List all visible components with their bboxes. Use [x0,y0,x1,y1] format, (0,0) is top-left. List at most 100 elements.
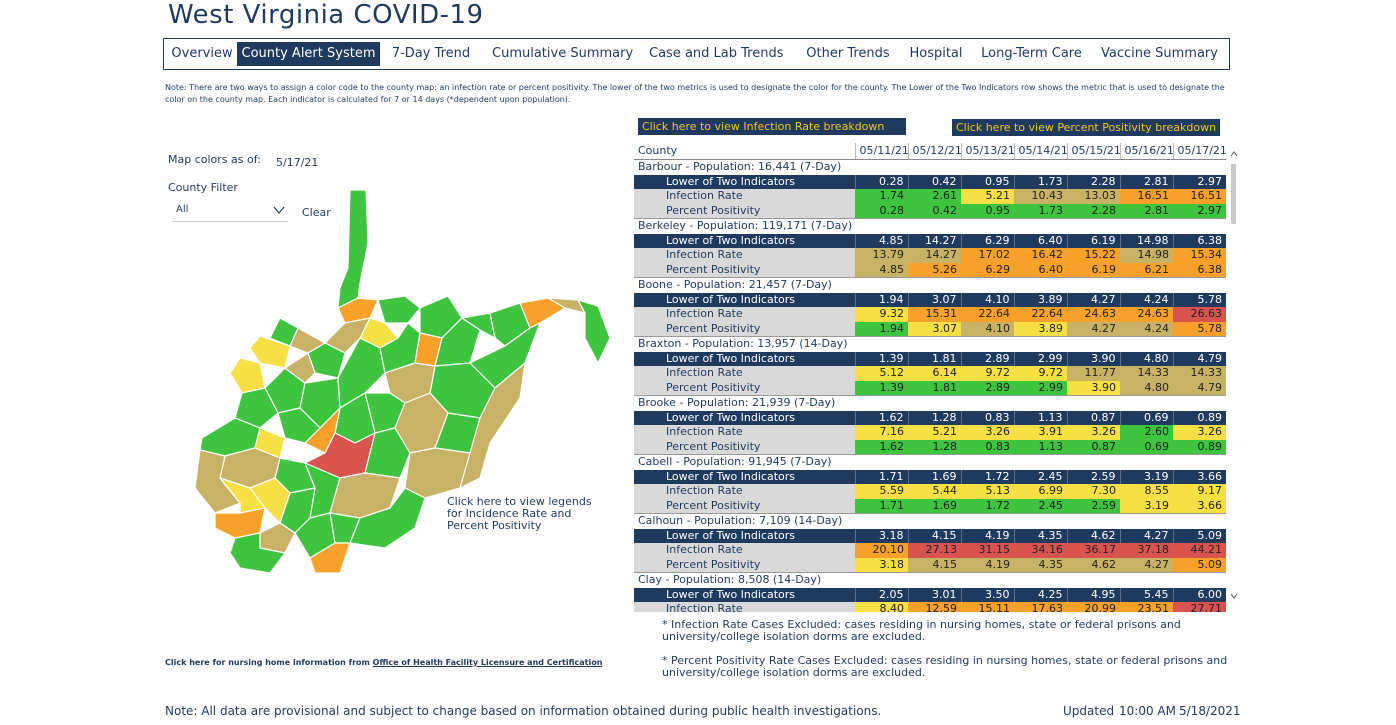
clear-filter-button[interactable]: Clear [302,206,331,219]
value-cell: 5.78 [1173,321,1226,337]
county-row[interactable]: Clay - Population: 8,508 (14-Day) [634,572,1226,588]
county-row[interactable]: Braxton - Population: 13,957 (14-Day) [634,336,1226,352]
metric-label: Lower of Two Indicators [634,174,855,189]
metric-label: Percent Positivity [634,557,855,573]
value-cell: 0.69 [1120,439,1173,455]
tab-other-trends[interactable]: Other Trends [806,46,890,61]
value-cell: 4.79 [1173,380,1226,396]
value-cell: 4.85 [855,262,908,278]
map-colors-date: 5/17/21 [276,156,319,169]
updated-time: 10:00 AM [1119,704,1176,718]
value-cell: 16.51 [1173,189,1226,204]
metric-label: Lower of Two Indicators [634,410,855,425]
map-county [349,487,426,549]
county-name: Brooke - Population: 21,939 (7-Day) [634,395,1226,411]
value-cell: 3.89 [1014,321,1067,337]
scrollbar-thumb[interactable] [1231,164,1236,224]
value-cell: 1.62 [854,410,908,425]
value-cell: 3.26 [1067,425,1120,440]
value-cell: 4.19 [961,557,1014,573]
tab-7-day-trend[interactable]: 7-Day Trend [391,46,471,61]
metric-row: Percent Positivity 3.18 4.15 4.19 4.35 4.62 4.… [634,557,1226,573]
value-cell: 3.26 [961,425,1014,440]
county-row[interactable]: Brooke - Population: 21,939 (7-Day) [634,395,1226,411]
legend-link[interactable]: Click here to view legends for Incidence… [447,495,592,532]
tab-hospital[interactable]: Hospital [909,46,963,61]
percent-positivity-footnote: * Percent Positivity Rate Cases Excluded… [662,654,1228,679]
value-cell: 4.35 [1013,528,1067,543]
metric-label: Infection Rate [634,425,855,440]
value-cell: 6.19 [1067,262,1120,278]
updated-date: 5/18/2021 [1179,704,1241,718]
metric-label: Infection Rate [634,307,855,322]
column-header-county[interactable]: County [634,143,855,160]
value-cell: 2.99 [1014,380,1067,396]
column-header-date[interactable]: 05/16/21 [1119,143,1173,160]
value-cell: 23.51 [1120,602,1173,612]
value-cell: 9.72 [1014,366,1067,381]
county-row[interactable]: Boone - Population: 21,457 (7-Day) [634,277,1226,293]
chevron-up-icon[interactable] [1230,150,1238,158]
value-cell: 14.33 [1120,366,1173,381]
value-cell: 2.99 [1013,351,1067,366]
value-cell: 2.61 [908,189,961,204]
value-cell: 6.00 [1172,587,1226,602]
map-county [284,352,316,384]
column-header-date[interactable]: 05/14/21 [1013,143,1067,160]
table-scrollbar[interactable] [1230,150,1238,600]
column-header-date[interactable]: 05/11/21 [854,143,908,160]
value-cell: 5.21 [961,189,1014,204]
tab-county-alert-system[interactable]: County Alert System [237,42,380,66]
tab-case-and-lab-trends[interactable]: Case and Lab Trends [649,46,784,61]
value-cell: 15.11 [961,602,1014,612]
value-cell: 2.60 [1120,425,1173,440]
value-cell: 6.40 [1014,262,1067,278]
metric-row: Lower of Two Indicators 1.71 1.69 1.72 2.45 2… [634,469,1226,484]
chevron-down-icon[interactable] [1230,592,1238,600]
county-name: Cabell - Population: 91,945 (7-Day) [634,454,1226,470]
value-cell: 1.28 [907,410,961,425]
county-name: Braxton - Population: 13,957 (14-Day) [634,336,1226,352]
column-header-date[interactable]: 05/12/21 [907,143,961,160]
value-cell: 4.79 [1172,351,1226,366]
column-header-date[interactable]: 05/13/21 [960,143,1014,160]
metric-label: Percent Positivity [634,262,855,278]
column-header-date[interactable]: 05/17/21 [1172,143,1226,160]
tab-vaccine-summary[interactable]: Vaccine Summary [1101,46,1218,61]
percent-positivity-breakdown-button[interactable]: Click here to view Percent Positivity br… [952,119,1220,136]
metric-row: Lower of Two Indicators 1.94 3.07 4.10 3.89 4… [634,292,1226,307]
value-cell: 4.15 [908,557,961,573]
value-cell: 1.62 [855,439,908,455]
nursing-home-prefix: Click here for nursing home information … [165,658,373,667]
county-row[interactable]: Barbour - Population: 16,441 (7-Day) [634,159,1226,175]
value-cell: 0.95 [961,203,1014,219]
tab-cumulative-summary[interactable]: Cumulative Summary [492,46,634,61]
value-cell: 16.42 [1014,248,1067,263]
value-cell: 5.78 [1172,292,1226,307]
value-cell: 7.30 [1067,484,1120,499]
county-row[interactable]: Calhoun - Population: 7,109 (14-Day) [634,513,1226,529]
county-row[interactable]: Berkeley - Population: 119,171 (7-Day) [634,218,1226,234]
value-cell: 5.13 [961,484,1014,499]
value-cell: 4.27 [1120,557,1173,573]
value-cell: 3.07 [907,292,961,307]
metric-row: Lower of Two Indicators 0.28 0.42 0.95 1.73 2… [634,174,1226,189]
tab-long-term-care[interactable]: Long-Term Care [981,46,1082,61]
value-cell: 0.87 [1066,410,1120,425]
map-county [459,362,526,489]
metric-row: Percent Positivity 1.62 1.28 0.83 1.13 0.87 0.… [634,439,1226,455]
value-cell: 4.35 [1014,557,1067,573]
tab-overview[interactable]: Overview [171,46,233,61]
infection-rate-breakdown-button[interactable]: Click here to view Infection Rate breakd… [638,118,906,135]
nursing-home-link[interactable]: Office of Health Facility Licensure and … [372,658,603,667]
value-cell: 1.74 [855,189,908,204]
map-county [324,317,371,354]
column-header-date[interactable]: 05/15/21 [1066,143,1120,160]
nursing-home-note: Click here for nursing home information … [165,658,602,667]
value-cell: 1.81 [908,380,961,396]
county-filter-select[interactable]: All [172,201,288,222]
metric-label: Percent Positivity [634,498,855,514]
metric-row: Percent Positivity 1.94 3.07 4.10 3.89 4.27 4.… [634,321,1226,337]
west-virginia-county-map[interactable] [180,188,612,580]
county-row[interactable]: Cabell - Population: 91,945 (7-Day) [634,454,1226,470]
